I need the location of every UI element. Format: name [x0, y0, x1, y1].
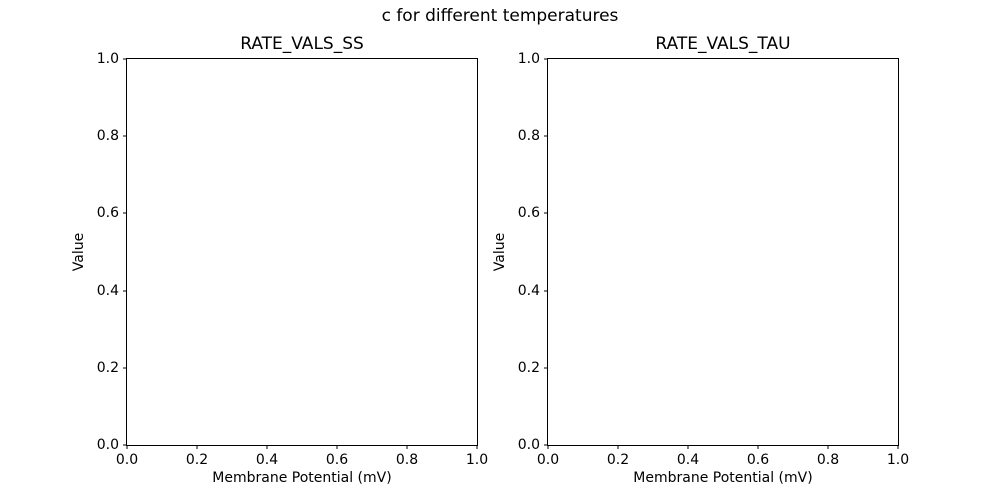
x-tick-mark	[336, 445, 338, 449]
x-tick-mark	[406, 445, 408, 449]
y-tick-mark	[123, 367, 127, 369]
x-tick-label: 0.8	[395, 452, 419, 468]
x-tick-label: 1.0	[886, 452, 910, 468]
y-tick-label: 0.0	[517, 437, 540, 453]
x-tick-label: 1.0	[465, 452, 489, 468]
subplot-rate-vals-ss: RATE_VALS_SS Membrane Potential (mV) Val…	[71, 34, 488, 486]
y-tick-label: 0.8	[517, 128, 540, 145]
y-axis-label: Value	[71, 232, 87, 272]
x-tick-label: 0.4	[255, 452, 279, 468]
y-tick-mark	[123, 444, 127, 446]
x-tick-label: 0.0	[115, 452, 139, 468]
x-tick-mark	[617, 445, 619, 449]
x-tick-mark	[126, 445, 128, 449]
y-tick-mark	[123, 135, 127, 137]
x-tick-mark	[547, 445, 549, 449]
y-tick-label: 0.4	[96, 282, 119, 299]
y-tick-label: 0.0	[96, 437, 119, 453]
y-tick-label: 1.0	[96, 51, 119, 67]
x-tick-mark	[476, 445, 478, 449]
subplot-title: RATE_VALS_SS	[240, 34, 364, 54]
y-tick-label: 0.2	[96, 359, 119, 376]
y-tick-label: 0.4	[517, 282, 540, 299]
x-tick-label: 0.2	[185, 452, 209, 468]
y-tick-mark	[544, 444, 548, 446]
x-axis-label: Membrane Potential (mV)	[212, 470, 392, 486]
x-tick-label: 0.0	[536, 452, 560, 468]
y-tick-mark	[123, 290, 127, 292]
x-tick-mark	[687, 445, 689, 449]
y-tick-label: 0.6	[96, 205, 119, 222]
x-tick-label: 0.8	[816, 452, 840, 468]
x-tick-mark	[897, 445, 899, 449]
y-tick-label: 0.8	[96, 128, 119, 145]
y-tick-label: 0.6	[517, 205, 540, 222]
x-tick-label: 0.2	[606, 452, 630, 468]
x-tick-label: 0.4	[676, 452, 700, 468]
y-tick-mark	[544, 290, 548, 292]
x-tick-mark	[827, 445, 829, 449]
subplot-rate-vals-tau: RATE_VALS_TAU Membrane Potential (mV) Va…	[492, 34, 909, 486]
y-tick-mark	[544, 58, 548, 60]
y-axis-label: Value	[492, 232, 508, 272]
y-tick-mark	[544, 212, 548, 214]
y-tick-label: 1.0	[517, 51, 540, 67]
x-axis-label: Membrane Potential (mV)	[633, 470, 813, 486]
y-tick-mark	[544, 367, 548, 369]
x-tick-mark	[266, 445, 268, 449]
y-tick-mark	[123, 58, 127, 60]
y-tick-label: 0.2	[517, 359, 540, 376]
x-tick-label: 0.6	[325, 452, 349, 468]
x-tick-label: 0.6	[746, 452, 770, 468]
figure-title: c for different temperatures	[381, 6, 619, 26]
x-tick-mark	[757, 445, 759, 449]
x-tick-mark	[196, 445, 198, 449]
y-tick-mark	[544, 135, 548, 137]
subplot-title: RATE_VALS_TAU	[655, 34, 791, 54]
y-tick-mark	[123, 212, 127, 214]
